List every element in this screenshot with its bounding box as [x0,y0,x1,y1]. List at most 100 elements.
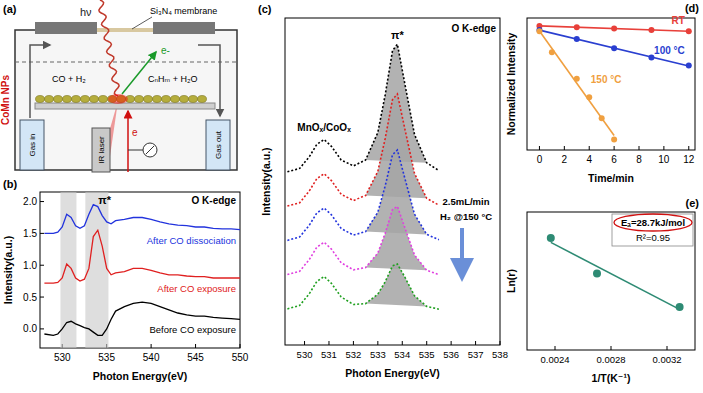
series-line [287,206,439,274]
x-tick-label: 537 [468,349,484,360]
x-tick-label: 550 [232,352,249,363]
data-point [547,234,555,242]
y-tick-label: 1.0 [23,260,37,271]
membrane-pointer [132,17,152,29]
y-tick-label: 0.0 [23,323,37,334]
cell-cap [153,22,215,34]
x-tick-label: 10 [658,154,670,165]
x-tick [589,146,590,150]
series-label: RT [671,15,684,26]
nanoparticle [36,96,45,103]
sample-platform [35,103,215,109]
gas-space-boundary [15,62,237,63]
gas-out-flow [198,45,220,116]
nanoparticle [90,96,99,103]
x-tick [304,341,305,345]
x-tick [475,341,476,345]
x-tick [564,146,565,150]
y-tick [40,297,44,298]
y-tick [40,233,44,234]
x-tick [426,341,427,345]
nanoparticle [81,96,90,103]
data-point [611,136,617,142]
y-axis-label: Ln(r) [505,269,517,293]
x-axis-label: Time/min [588,172,634,184]
data-point [648,27,654,33]
nanoparticle [135,96,144,103]
x-tick-label: 538 [492,349,508,360]
ammeter [143,143,157,157]
data-point [574,36,580,42]
x-tick [377,341,378,345]
data-point [599,115,605,121]
gas-out-label: Gas out [214,130,223,159]
arrow-label: H₂ @150 °C [440,211,492,222]
nanoparticle [63,96,72,103]
x-tick-label: 536 [443,349,459,360]
x-axis-label: 1/T(K⁻¹) [592,372,631,384]
electron-emission [122,52,156,94]
x-tick-label: 6 [611,154,617,165]
x-tick-label: 530 [297,349,313,360]
nanoparticle [189,96,198,103]
electron-out-label: e- [161,45,170,56]
chart-2: 024681012Time/minNormalized Intensity(d)… [505,2,699,184]
y-tick [40,201,44,202]
plot-area [44,192,240,348]
products-label: CₙHₘ + H₂O [148,74,197,84]
y-tick-label: 1.5 [23,228,37,239]
x-tick [663,146,664,150]
series-label: After CO dissociation [147,235,236,246]
y-tick [40,328,44,329]
data-point [611,26,617,32]
nanoparticle [72,96,81,103]
data-point [549,49,555,55]
peak-annotation: MnOₓ/CoOₓ [297,122,351,133]
data-point [686,63,692,69]
fit-line [539,26,688,31]
x-axis-label: Photon Energy(eV) [345,367,440,379]
data-point [536,28,542,34]
series-label: Before CO exposure [149,324,236,335]
x-tick-label: 535 [419,349,435,360]
nanoparticle [99,96,108,103]
y-tick [40,265,44,266]
y-tick-label: 2.0 [23,196,37,207]
x-tick [539,146,540,150]
laser-label: IR laser [97,136,106,164]
panel-label: (e) [686,197,700,209]
plot-frame [285,18,500,345]
nanoparticle [153,96,162,103]
electron-label: e [132,127,138,138]
x-tick-label: 0.0024 [540,354,569,365]
chart-3: 0.00240.00280.00321/T(K⁻¹)Ln(r)(e)Eₐ=28.… [505,197,699,384]
gas-out-cylinder [206,120,230,170]
series-line [44,302,240,335]
annotation: R²=0.95 [636,232,670,243]
x-tick-label: 0.0028 [596,354,625,365]
photon-label: hν [80,6,92,18]
series-line [287,264,439,309]
x-tick [500,341,501,345]
peak-fill [366,206,427,270]
series-line [44,205,240,234]
series-label: After CO exposure [157,283,236,294]
data-point [574,76,580,82]
arrow-label: 2.5mL/min [443,196,490,207]
nanoparticle [45,96,54,103]
chart-0: 5305355405455500.00.51.01.52.0Photon Ene… [2,178,249,382]
x-tick-label: 0 [537,154,543,165]
x-tick-label: 530 [54,352,71,363]
x-tick-label: 12 [683,154,695,165]
panel-label: (d) [685,2,699,14]
x-tick-label: 534 [394,349,410,360]
x-tick [402,341,403,345]
chart-title: O K-edge [192,195,237,206]
nanoparticle [171,96,180,103]
nanoparticle [198,96,207,103]
series-label: 100 °C [654,45,685,56]
x-tick-label: 545 [187,352,204,363]
peak-fill [366,264,427,306]
current-wire [127,111,129,172]
gas-in-label: Gas in [28,133,37,156]
